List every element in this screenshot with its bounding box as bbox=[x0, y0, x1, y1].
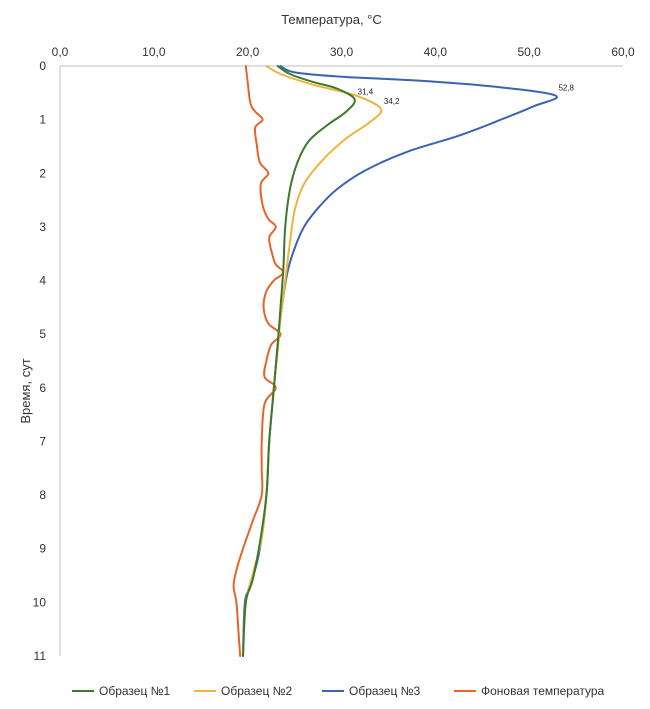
x-ticks: 0,0 10,0 20,0 30,0 40,0 50,0 60,0 bbox=[52, 45, 635, 59]
y-tick-label: 5 bbox=[39, 327, 46, 341]
y-tick-label: 8 bbox=[39, 488, 46, 502]
y-tick-label: 7 bbox=[39, 434, 46, 448]
y-tick-label: 1 bbox=[39, 113, 46, 127]
x-tick-label: 50,0 bbox=[517, 45, 541, 59]
legend: Образец №1 Образец №2 Образец №3 Фоновая те… bbox=[72, 684, 605, 698]
legend-label-3: Образец №3 bbox=[349, 684, 421, 698]
y-tick-label: 10 bbox=[33, 595, 47, 609]
legend-label-2: Образец №2 bbox=[221, 684, 293, 698]
data-labels-layer: 31,4 34,2 52,8 bbox=[358, 84, 575, 106]
y-tick-label: 6 bbox=[39, 381, 46, 395]
y-tick-label: 0 bbox=[39, 59, 46, 73]
x-tick-label: 60,0 bbox=[611, 45, 635, 59]
y-tick-label: 9 bbox=[39, 542, 46, 556]
y-tick-label: 4 bbox=[39, 274, 46, 288]
x-tick-label: 20,0 bbox=[236, 45, 260, 59]
y-axis-title: Время, сут bbox=[18, 358, 33, 423]
series-line-3 bbox=[242, 65, 558, 657]
x-tick-label: 0,0 bbox=[52, 45, 69, 59]
series-line-4 bbox=[232, 65, 285, 657]
legend-label-4: Фоновая температура bbox=[481, 684, 605, 698]
x-tick-label: 10,0 bbox=[142, 45, 166, 59]
series-line-1 bbox=[242, 65, 356, 657]
series-layer bbox=[232, 65, 558, 657]
x-tick-label: 40,0 bbox=[424, 45, 448, 59]
y-tick-label: 3 bbox=[39, 220, 46, 234]
x-axis-title: Температура, °C bbox=[281, 12, 382, 27]
y-tick-label: 11 bbox=[34, 649, 47, 663]
series-line-2 bbox=[242, 65, 383, 657]
legend-label-1: Образец №1 bbox=[99, 684, 171, 698]
data-label-3: 52,8 bbox=[558, 84, 574, 93]
data-label-2: 34,2 bbox=[384, 97, 400, 106]
y-ticks: 0 1 2 3 4 5 6 7 8 9 10 11 bbox=[33, 59, 47, 663]
x-tick-label: 30,0 bbox=[330, 45, 354, 59]
data-label-1: 31,4 bbox=[358, 87, 374, 96]
y-tick-label: 2 bbox=[39, 166, 46, 180]
axes: 0,0 10,0 20,0 30,0 40,0 50,0 60,0 0 1 2 3 4 5 6 7 8 9 10… bbox=[18, 12, 635, 663]
